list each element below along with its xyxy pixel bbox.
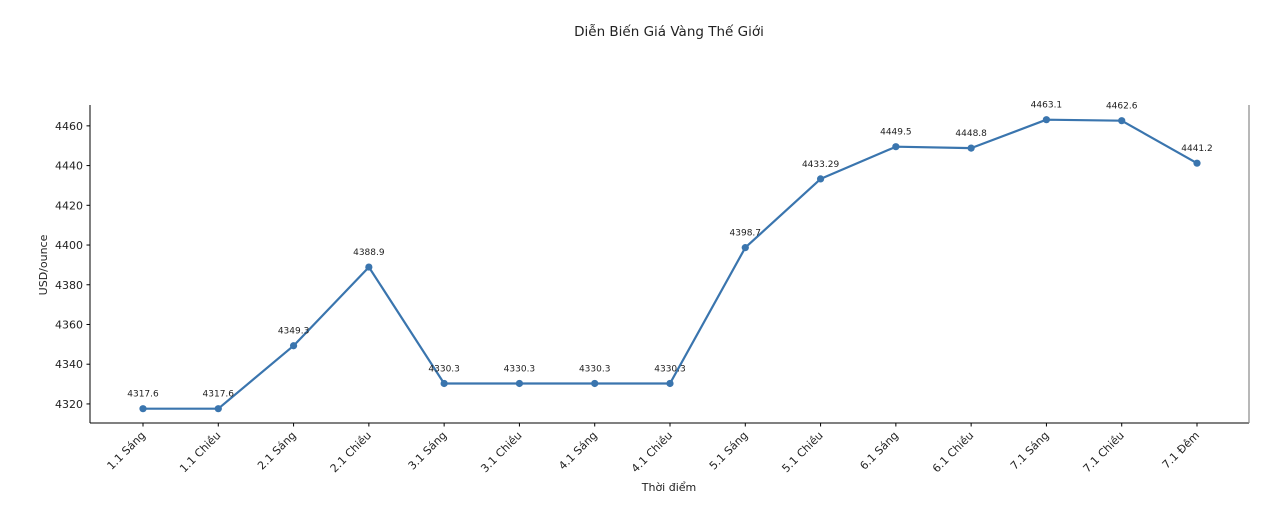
chart-title: Diễn Biến Giá Vàng Thế Giới <box>574 23 764 40</box>
y-tick-label: 4400 <box>55 239 83 252</box>
y-tick-label: 4460 <box>55 120 83 133</box>
data-label: 4462.6 <box>1106 102 1138 112</box>
x-tick-label: 7.1 Sáng <box>1008 429 1052 473</box>
x-tick-label: 4.1 Chiều <box>629 429 675 475</box>
plot-axes <box>89 105 1250 424</box>
data-point-marker <box>289 342 298 350</box>
data-label: 4330.3 <box>654 364 686 374</box>
data-label: 4448.8 <box>955 129 987 139</box>
y-tick-label: 4340 <box>55 358 83 371</box>
x-tick-label: 6.1 Sáng <box>857 429 901 473</box>
data-point-marker <box>816 175 825 183</box>
x-axis-label: Thời điểm <box>641 481 697 494</box>
data-label: 4349.3 <box>278 327 310 337</box>
data-point-marker <box>967 144 975 152</box>
data-point-marker <box>666 379 674 388</box>
data-point-marker <box>139 405 147 413</box>
data-point-marker <box>1042 116 1051 124</box>
x-tick-label: 5.1 Sáng <box>707 429 751 473</box>
y-tick-label: 4380 <box>55 279 83 292</box>
y-axis-ticks: 4320 4340 4360 4380 4400 4420 4440 4460 <box>55 120 90 411</box>
x-tick-label: 7.1 Đêm <box>1160 429 1202 471</box>
data-label: 4317.6 <box>203 390 235 400</box>
data-label: 4330.3 <box>428 364 460 374</box>
data-point-marker <box>892 143 900 151</box>
x-tick-label: 6.1 Chiều <box>930 429 976 475</box>
data-label: 4463.1 <box>1031 101 1063 111</box>
x-tick-label: 1.1 Chiều <box>177 429 223 475</box>
data-label: 4398.7 <box>730 229 762 239</box>
x-tick-label: 7.1 Chiều <box>1081 429 1127 475</box>
data-point-marker <box>1193 159 1201 167</box>
data-label: 4433.29 <box>802 160 839 170</box>
data-point-marker <box>214 405 222 413</box>
x-tick-label: 3.1 Chiều <box>478 429 524 475</box>
data-point-marker <box>365 263 373 271</box>
data-labels: 4317.6 4317.6 4349.3 4388.9 4330.3 4330.3 4330… <box>127 101 1213 400</box>
x-axis-ticks: 1.1 Sáng 1.1 Chiều 2.1 Sáng 2.1 Chiều 3.1 Sá… <box>105 423 1202 475</box>
data-point-marker <box>440 379 448 388</box>
data-label: 4330.3 <box>579 364 611 374</box>
x-tick-label: 2.1 Chiều <box>328 429 374 475</box>
data-label: 4449.5 <box>880 128 912 138</box>
data-point-marker <box>591 379 599 388</box>
x-tick-label: 5.1 Chiều <box>779 429 825 475</box>
x-tick-label: 1.1 Sáng <box>105 429 149 473</box>
y-axis-label: USD/ounce <box>37 234 50 295</box>
data-label: 4441.2 <box>1181 144 1213 154</box>
data-label: 4317.6 <box>127 390 159 400</box>
data-point-marker <box>1118 117 1126 125</box>
x-tick-label: 3.1 Sáng <box>406 429 450 473</box>
y-tick-label: 4440 <box>55 160 83 173</box>
data-label: 4388.9 <box>353 248 385 258</box>
x-tick-label: 2.1 Sáng <box>255 429 299 473</box>
y-tick-label: 4320 <box>55 398 83 411</box>
x-tick-label: 4.1 Sáng <box>556 429 600 473</box>
data-point-marker <box>515 379 524 388</box>
data-point-marker <box>741 244 749 252</box>
data-label: 4330.3 <box>504 364 536 374</box>
y-tick-label: 4360 <box>55 318 83 331</box>
y-tick-label: 4420 <box>55 199 83 212</box>
series-gold-price <box>139 116 1201 413</box>
